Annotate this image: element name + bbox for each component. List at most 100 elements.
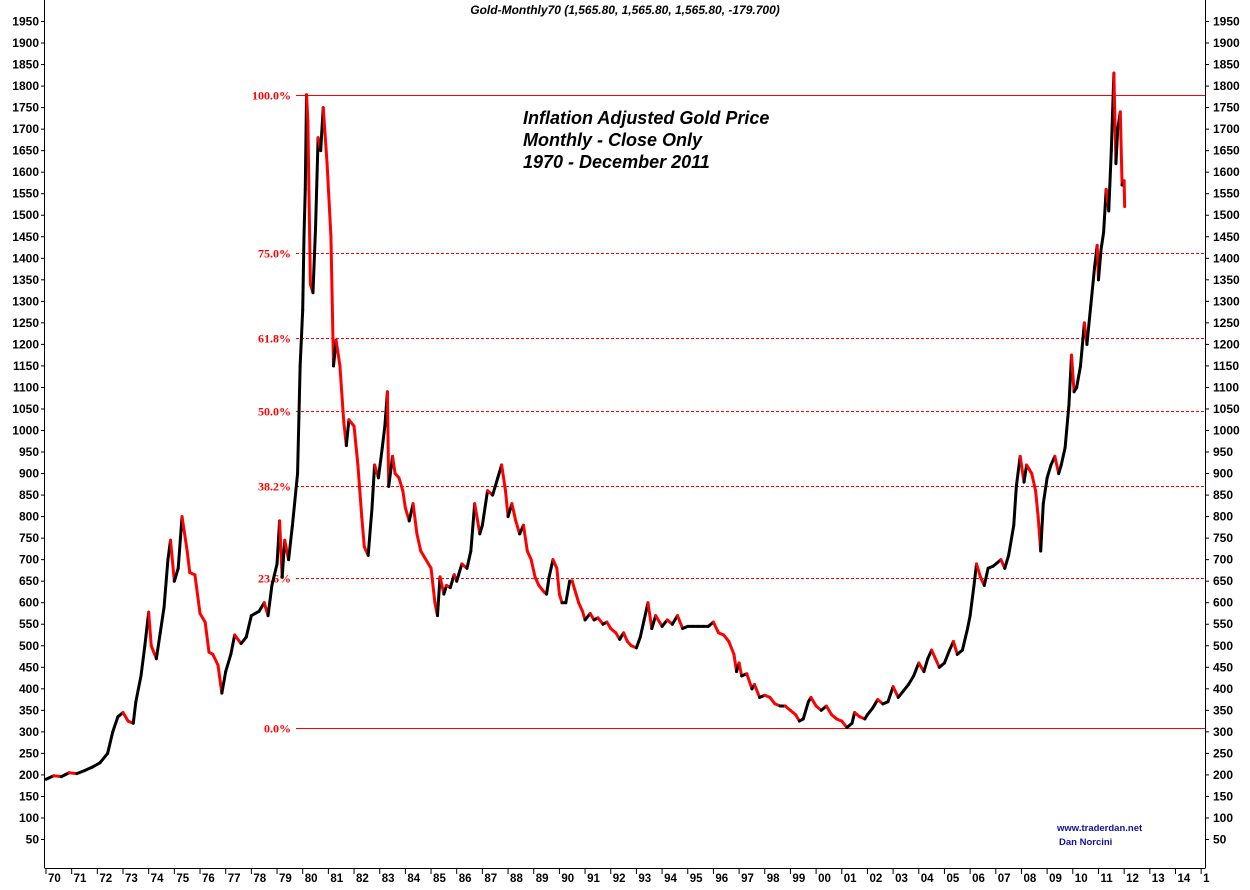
y-tick-label-left: 1400 (12, 251, 39, 265)
price-segment (296, 364, 302, 476)
price-segment (727, 639, 736, 656)
x-tick-label: 96 (715, 873, 728, 885)
price-segment (147, 610, 153, 648)
price-segment (111, 715, 120, 734)
y-tick-label-left: 1000 (12, 424, 39, 438)
price-segment (500, 463, 507, 493)
x-tick-label: 98 (767, 873, 780, 885)
x-tick-label: 71 (74, 873, 87, 885)
price-segment (306, 119, 312, 286)
price-segment (1003, 553, 1011, 570)
price-segment (314, 136, 320, 230)
price-segment (469, 502, 477, 553)
price-segment (634, 635, 642, 650)
x-tick-label: 05 (946, 873, 959, 885)
y-tick-label-left: 650 (19, 574, 39, 588)
y-tick-label-right: 600 (1213, 596, 1233, 610)
y-tick-label-left: 1050 (12, 402, 39, 416)
x-tick-label: 84 (407, 873, 420, 885)
price-segment (891, 685, 900, 699)
y-tick-label-right: 450 (1213, 660, 1233, 674)
price-segment (180, 515, 189, 553)
x-tick-label: 86 (459, 873, 472, 885)
fib-level-label: 100.0% (252, 89, 291, 103)
y-tick-label-left: 1600 (12, 165, 39, 179)
y-tick-label-right: 1100 (1213, 380, 1239, 394)
price-segment (1039, 502, 1045, 553)
y-tick-label-left: 300 (19, 725, 39, 739)
price-segment (397, 476, 405, 493)
y-tick-label-right: 1350 (1213, 273, 1240, 287)
price-segment (325, 162, 333, 239)
price-segment (1041, 476, 1049, 506)
price-segment (1063, 403, 1071, 450)
price-segment (966, 614, 972, 631)
y-tick-label-right: 850 (1213, 488, 1233, 502)
price-segment (305, 93, 310, 123)
y-tick-label-left: 1200 (12, 337, 39, 351)
y-tick-label-left: 1900 (12, 36, 39, 50)
price-segment (356, 463, 364, 519)
x-tick-label: 72 (99, 873, 112, 885)
y-tick-label-left: 1350 (12, 273, 39, 287)
price-segment (244, 614, 253, 639)
price-segment (933, 657, 941, 669)
y-tick-label-right: 400 (1213, 682, 1233, 696)
price-segment (391, 454, 397, 476)
y-tick-label-left: 250 (19, 746, 39, 760)
y-tick-label-right: 1850 (1213, 58, 1240, 72)
price-segment (158, 605, 166, 635)
price-segment (646, 601, 654, 631)
price-segment (380, 424, 387, 450)
price-segment (850, 710, 857, 725)
price-segment (185, 549, 192, 575)
x-tick-label: 12 (1126, 873, 1139, 885)
fib-level-label: 50.0% (258, 405, 291, 419)
price-segment (1022, 463, 1029, 484)
price-segment (302, 187, 307, 239)
fib-level-label: 75.0% (258, 247, 291, 261)
x-tick-label: 89 (536, 873, 549, 885)
price-segment (473, 502, 482, 536)
y-tick-label-right: 1000 (1213, 424, 1240, 438)
price-segment (455, 562, 464, 583)
annotation-line-3: 1970 - December 2011 (523, 152, 710, 172)
x-tick-label: 76 (202, 873, 215, 885)
price-segment (266, 583, 274, 618)
price-segment (654, 614, 664, 628)
y-tick-label-left: 150 (19, 789, 39, 803)
price-segment (573, 588, 581, 605)
price-segment (203, 620, 211, 654)
x-tick-label: 02 (869, 873, 882, 885)
price-segment (801, 700, 810, 721)
y-tick-label-right: 100 (1213, 811, 1233, 825)
price-segment (131, 700, 138, 725)
x-tick-label: 10 (1075, 873, 1088, 885)
price-segment (510, 502, 518, 523)
price-segment (1075, 364, 1083, 389)
price-segment (168, 538, 176, 583)
price-segment (711, 620, 721, 635)
chart-header: Gold-Monthly70 (1,565.80, 1,565.80, 1,56… (470, 3, 780, 17)
price-segment (551, 558, 559, 570)
price-segment (301, 235, 306, 312)
price-segment (545, 575, 551, 596)
price-segment (529, 558, 537, 579)
y-tick-label-right: 1450 (1213, 230, 1240, 244)
y-tick-label-left: 750 (19, 531, 39, 545)
price-segment (555, 566, 561, 596)
y-tick-label-left: 1100 (13, 380, 39, 394)
x-tick-label: 11 (1100, 873, 1113, 885)
y-tick-label-left: 1700 (12, 122, 39, 136)
y-tick-label-right: 1700 (1213, 122, 1240, 136)
y-tick-label-left: 500 (19, 639, 39, 653)
price-segment (329, 235, 336, 368)
y-tick-label-right: 500 (1213, 639, 1233, 653)
price-segment (930, 648, 937, 661)
price-segment (912, 661, 921, 678)
x-tick-label: 83 (382, 873, 395, 885)
price-segment (1107, 149, 1113, 213)
price-segment (824, 704, 834, 717)
price-segment (287, 523, 294, 562)
